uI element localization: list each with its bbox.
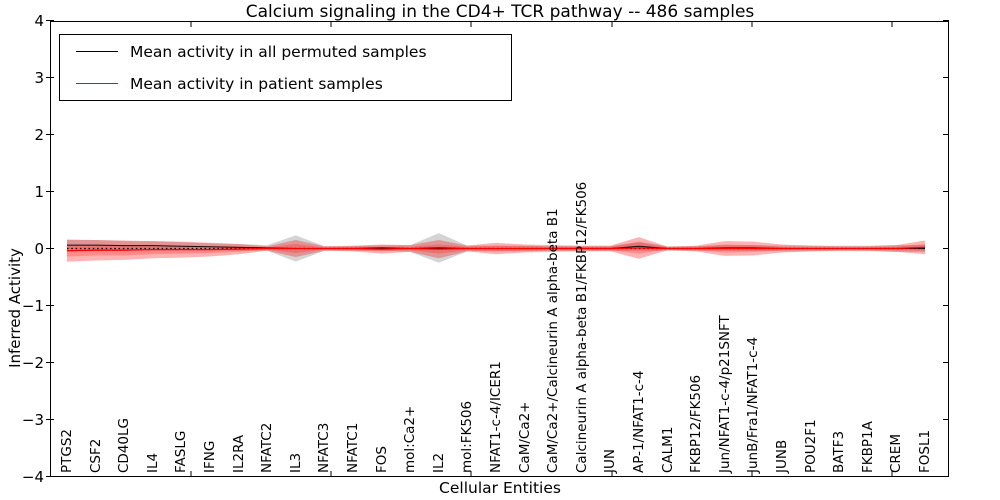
red-line-swatch xyxy=(76,83,118,84)
x-tick-label: IL2 xyxy=(430,452,447,473)
x-tick-label: FKBP12/FK506 xyxy=(688,374,705,473)
y-tick-label: −1 xyxy=(21,296,44,315)
legend-label: Mean activity in all permuted samples xyxy=(130,42,427,61)
x-tick-label: JUNB xyxy=(774,439,790,473)
x-tick-label: Calcineurin A alpha-beta B1/FKBP12/FK506 xyxy=(573,181,590,473)
x-tick-label: CaM/Ca2+/Calcineurin A alpha-beta B1 xyxy=(545,208,562,473)
x-tick-label: PTGS2 xyxy=(59,428,75,473)
patient-samples-inner-band xyxy=(67,242,925,257)
legend: Mean activity in all permuted samples Me… xyxy=(59,34,512,101)
x-tick-label: JunB/Fra1/NFAT1-c-4 xyxy=(745,336,762,473)
x-tick-label: NFATC3 xyxy=(316,422,333,473)
x-tick-label: CD40LG xyxy=(116,418,133,473)
y-tick-label: 1 xyxy=(34,182,44,201)
x-tick-label: FOS xyxy=(373,446,390,473)
y-tick-label: −4 xyxy=(21,467,44,486)
chart-canvas xyxy=(46,20,949,477)
x-tick-label: Jun/NFAT1-c-4/p21SNFT xyxy=(716,315,733,473)
y-tick-label: 3 xyxy=(34,68,44,87)
x-tick-label: CSF2 xyxy=(87,438,104,473)
x-tick-label: mol:FK506 xyxy=(459,400,476,473)
y-tick-label: 2 xyxy=(34,125,44,144)
plot-area xyxy=(46,20,949,477)
x-tick-label: NFAT1-c-4/ICER1 xyxy=(488,361,504,473)
x-tick-label: IFNG xyxy=(202,440,218,473)
black-line-swatch xyxy=(76,51,118,52)
y-axis-label: Inferred Activity xyxy=(6,248,24,368)
y-tick-label: −3 xyxy=(21,410,44,429)
x-tick-label: NFATC1 xyxy=(345,422,361,473)
x-tick-label: CALM1 xyxy=(659,426,676,473)
legend-label: Mean activity in patient samples xyxy=(130,74,383,93)
x-tick-label: JUN xyxy=(602,449,619,473)
x-tick-label: FKBP1A xyxy=(859,421,876,473)
y-tick-label: −2 xyxy=(21,353,44,372)
x-tick-label: BATF3 xyxy=(831,430,848,473)
y-tick-label: 4 xyxy=(34,11,44,30)
x-tick-label: AP-1/NFAT1-c-4 xyxy=(631,370,647,474)
x-tick-label: IL4 xyxy=(144,452,161,473)
legend-item-permuted: Mean activity in all permuted samples xyxy=(60,36,511,68)
patient-samples-band xyxy=(67,237,925,262)
x-tick-label: FASLG xyxy=(173,430,190,473)
x-axis-label: Cellular Entities xyxy=(439,479,561,497)
legend-item-patient: Mean activity in patient samples xyxy=(60,68,511,100)
x-tick-label: CaM/Ca2+ xyxy=(516,401,533,474)
axes-frame xyxy=(50,21,949,477)
patient-mean-line xyxy=(66,246,926,252)
x-tick-label: POU2F1 xyxy=(802,419,819,473)
x-tick-label: IL2RA xyxy=(230,434,247,473)
chart-title: Calcium signaling in the CD4+ TCR pathwa… xyxy=(245,2,755,22)
y-tick-label: 0 xyxy=(34,239,44,258)
x-tick-label: CREM xyxy=(888,434,905,473)
x-tick-label: IL3 xyxy=(287,452,304,473)
x-tick-label: mol:Ca2+ xyxy=(402,405,419,473)
x-tick-label: NFATC2 xyxy=(259,422,276,473)
x-tick-label: FOSL1 xyxy=(917,429,933,473)
